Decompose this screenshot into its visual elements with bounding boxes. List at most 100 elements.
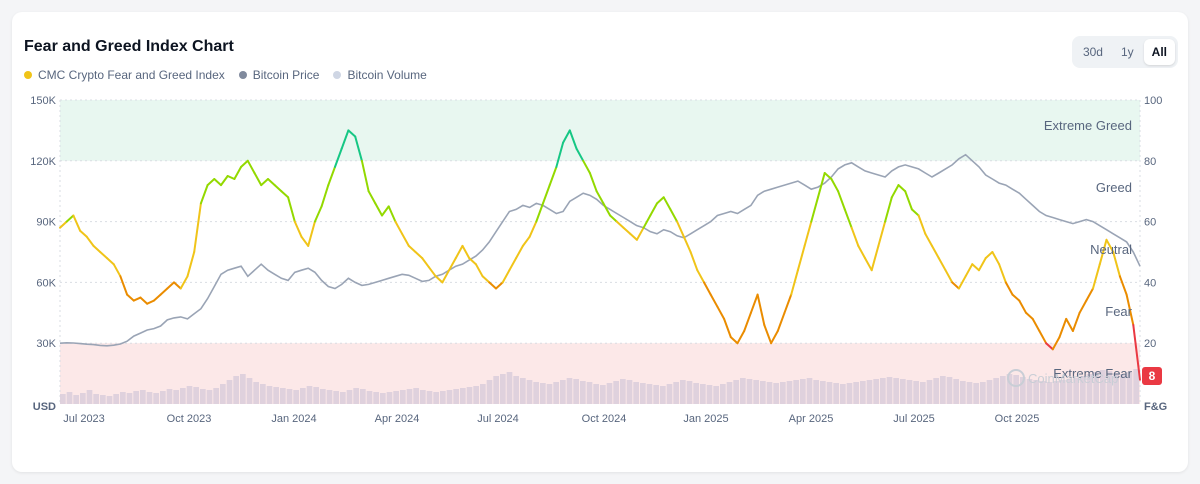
volume-bar bbox=[773, 383, 779, 404]
volume-bar bbox=[673, 382, 679, 404]
fear-greed-segment bbox=[173, 281, 182, 290]
volume-bar bbox=[506, 372, 513, 404]
fear-greed-segment bbox=[240, 159, 249, 168]
volume-bar bbox=[300, 388, 306, 404]
legend-item-bitcoin-price[interactable]: Bitcoin Price bbox=[238, 68, 319, 82]
volume-bar bbox=[73, 395, 79, 404]
volume-bar bbox=[1013, 375, 1019, 404]
fear-greed-segment bbox=[226, 175, 236, 180]
fear-greed-segment bbox=[313, 205, 323, 223]
fear-greed-segment bbox=[414, 251, 424, 260]
volume-bar bbox=[586, 382, 593, 404]
volume-bar bbox=[640, 383, 646, 404]
fear-greed-chart: 150K 120K 90K 60K 30K USD 100 80 60 40 20 F&G Jul 20… bbox=[30, 95, 1167, 425]
volume-bar bbox=[986, 380, 993, 404]
fear-greed-segment bbox=[1105, 238, 1115, 253]
fear-greed-segment bbox=[897, 184, 907, 193]
fear-greed-segment bbox=[367, 190, 377, 205]
fear-greed-segment bbox=[837, 190, 846, 211]
fear-greed-segment bbox=[407, 244, 417, 253]
volume-bar bbox=[413, 388, 419, 404]
fear-greed-segment bbox=[421, 257, 430, 269]
fear-greed-segment bbox=[931, 244, 940, 260]
volume-bar bbox=[433, 392, 439, 404]
volume-bar bbox=[353, 388, 359, 404]
fear-greed-segment bbox=[186, 251, 196, 278]
fear-greed-segment bbox=[213, 178, 222, 187]
volume-bar bbox=[373, 392, 379, 404]
volume-bar bbox=[626, 380, 633, 404]
volume-bar bbox=[820, 381, 826, 404]
fear-greed-segment bbox=[783, 293, 793, 314]
fear-greed-segment bbox=[864, 257, 873, 272]
fear-greed-segment bbox=[1132, 324, 1141, 381]
volume-bar bbox=[1120, 374, 1126, 404]
fear-greed-segment bbox=[401, 232, 410, 247]
volume-bar bbox=[266, 386, 273, 404]
volume-bar bbox=[766, 382, 773, 404]
watermark-text: CoinMarketCap bbox=[1028, 371, 1118, 386]
range-selector: 30d 1y All bbox=[1071, 36, 1178, 68]
fear-greed-segment bbox=[803, 220, 813, 247]
fear-greed-segment bbox=[65, 214, 75, 223]
fear-greed-segment bbox=[991, 251, 1001, 266]
volume-bar bbox=[1066, 379, 1073, 404]
fear-greed-segment bbox=[998, 263, 1007, 284]
volume-bar bbox=[293, 390, 299, 404]
range-button-1y[interactable]: 1y bbox=[1113, 39, 1142, 65]
fear-greed-segment bbox=[481, 275, 491, 284]
legend-item-bitcoin-volume[interactable]: Bitcoin Volume bbox=[333, 68, 427, 82]
x-axis-tick-label: Oct 2023 bbox=[167, 413, 212, 425]
fear-greed-segment bbox=[508, 257, 518, 272]
volume-bar bbox=[846, 383, 853, 404]
volume-bar bbox=[1026, 379, 1033, 404]
volume-bar bbox=[906, 380, 913, 404]
volume-bar bbox=[380, 393, 386, 404]
volume-bar bbox=[213, 388, 219, 404]
volume-bar bbox=[933, 378, 939, 404]
volume-bar bbox=[486, 380, 493, 404]
volume-bar bbox=[466, 387, 473, 404]
fear-greed-segment bbox=[495, 281, 504, 290]
volume-bar bbox=[980, 382, 986, 404]
fear-greed-segment bbox=[756, 293, 766, 326]
volume-bar bbox=[226, 380, 233, 404]
fear-greed-segment bbox=[917, 214, 927, 235]
fear-greed-segment bbox=[689, 251, 699, 272]
volume-bar bbox=[653, 385, 659, 404]
fear-greed-segment bbox=[166, 281, 175, 290]
fear-greed-segment bbox=[347, 129, 357, 138]
fear-greed-segment bbox=[461, 244, 471, 260]
fear-greed-segment bbox=[119, 275, 129, 296]
left-axis-tick-label: 90K bbox=[36, 217, 56, 229]
legend-dot-bitcoin-price bbox=[238, 71, 247, 79]
volume-bar bbox=[66, 392, 73, 404]
legend: CMC Crypto Fear and Greed Index Bitcoin … bbox=[24, 68, 427, 82]
fear-greed-segment bbox=[937, 257, 947, 272]
volume-bar bbox=[286, 389, 293, 404]
volume-bar bbox=[166, 389, 173, 404]
volume-bar bbox=[1046, 382, 1053, 404]
chart-card: Fear and Greed Index Chart CMC Crypto Fe… bbox=[12, 12, 1188, 472]
fear-greed-segment bbox=[387, 205, 397, 223]
fear-greed-segment bbox=[736, 330, 746, 345]
volume-bar bbox=[566, 378, 573, 404]
volume-bar bbox=[786, 381, 793, 404]
fear-greed-segment bbox=[870, 244, 880, 272]
fear-greed-segment bbox=[220, 175, 229, 187]
volume-bar bbox=[600, 385, 606, 404]
fear-greed-segment bbox=[1092, 263, 1101, 290]
volume-bar bbox=[553, 382, 559, 404]
range-button-all[interactable]: All bbox=[1143, 39, 1175, 65]
fear-greed-segment bbox=[199, 184, 209, 205]
volume-bar bbox=[146, 392, 153, 404]
fear-greed-segment bbox=[776, 311, 786, 332]
volume-bar bbox=[826, 382, 833, 404]
fear-greed-segment bbox=[79, 229, 88, 238]
legend-item-fear-greed[interactable]: CMC Crypto Fear and Greed Index bbox=[24, 68, 225, 82]
volume-bar bbox=[746, 379, 753, 404]
fear-greed-segment bbox=[515, 244, 524, 260]
range-button-30d[interactable]: 30d bbox=[1075, 39, 1111, 65]
volume-bar bbox=[420, 390, 426, 404]
fear-greed-segment bbox=[454, 244, 464, 260]
